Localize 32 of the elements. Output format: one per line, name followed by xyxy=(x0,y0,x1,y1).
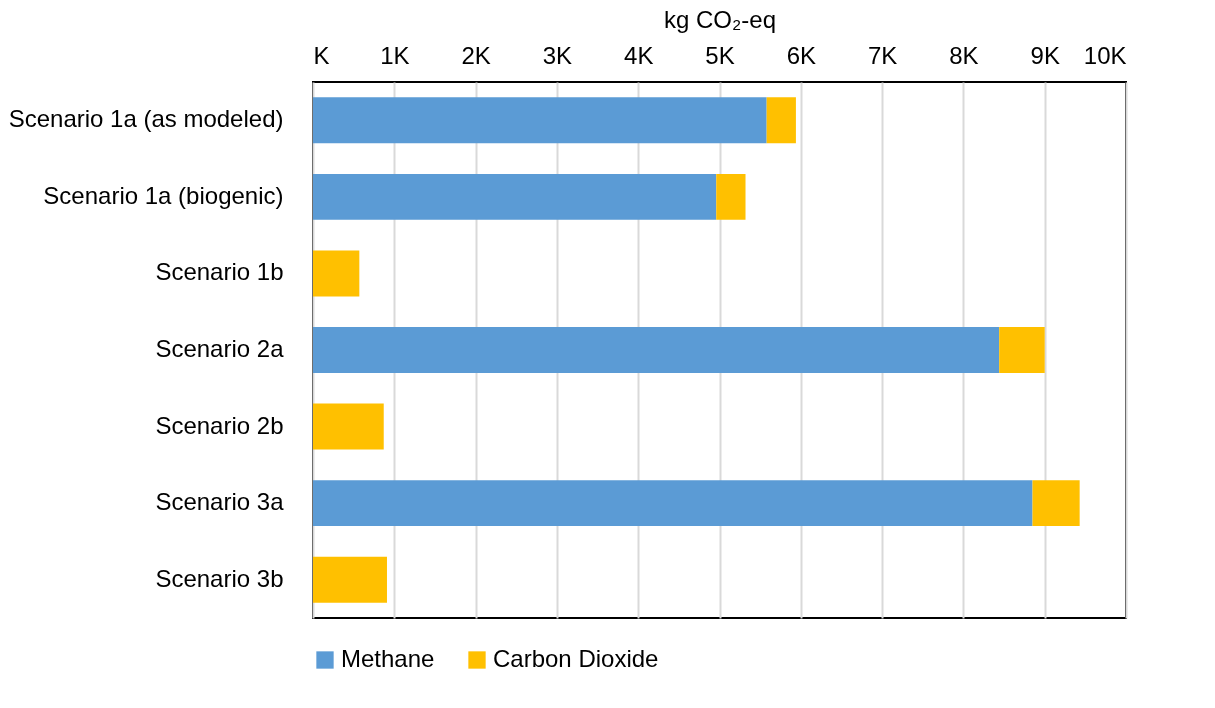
y-tick-label: Scenario 1b xyxy=(155,258,284,286)
x-tick-label: 9K xyxy=(1030,41,1060,69)
x-tick-label: 8K xyxy=(949,41,979,69)
x-tick-label: 5K xyxy=(705,41,735,69)
y-tick-label: Scenario 2a xyxy=(155,335,285,362)
bar xyxy=(313,97,767,144)
x-tick-label: K xyxy=(313,41,330,69)
y-tick-label: Scenario 3b xyxy=(155,564,284,592)
legend-label: Carbon Dioxide xyxy=(493,645,659,672)
bar xyxy=(313,250,360,297)
bar xyxy=(1032,480,1080,527)
bar xyxy=(313,480,1033,527)
legend-label: Methane xyxy=(341,645,435,672)
y-tick-label: Scenario 1a (as modeled) xyxy=(8,105,284,133)
y-tick-label: Scenario 3a xyxy=(155,488,285,516)
x-tick-label: 6K xyxy=(786,41,816,69)
x-tick-label: 1K xyxy=(380,41,410,69)
x-tick-label: 10K xyxy=(1083,41,1127,69)
x-axis-title: kg CO₂-eq xyxy=(663,5,777,33)
bar xyxy=(313,327,1000,373)
bar xyxy=(999,327,1045,373)
bar xyxy=(313,403,384,450)
bar xyxy=(766,97,796,144)
x-tick-label: 4K xyxy=(624,41,654,69)
bar xyxy=(716,173,746,220)
x-tick-label: 3K xyxy=(542,41,573,69)
y-tick-label: Scenario 2b xyxy=(155,411,284,439)
x-tick-label: 2K xyxy=(461,41,491,69)
y-tick-label: Scenario 1a (biogenic) xyxy=(43,181,284,209)
bar xyxy=(313,173,717,220)
bar xyxy=(313,556,387,603)
x-tick-label: 7K xyxy=(867,41,898,69)
